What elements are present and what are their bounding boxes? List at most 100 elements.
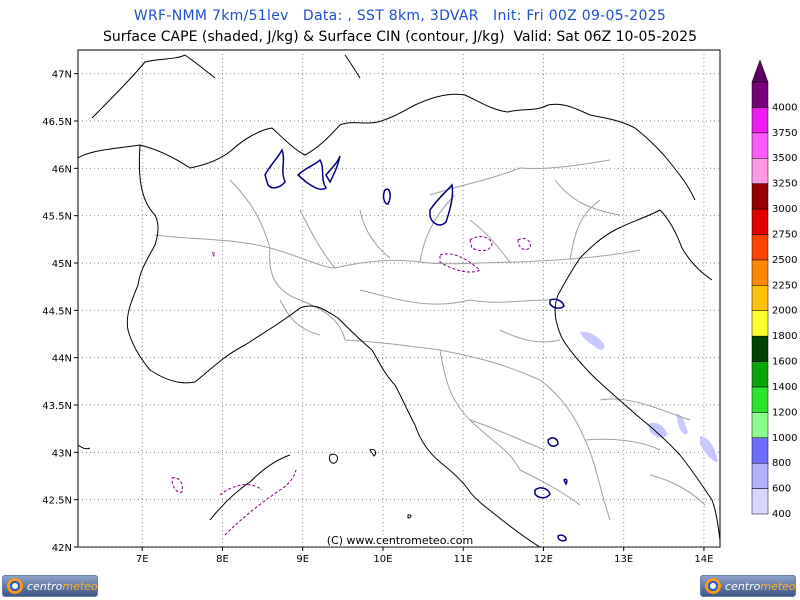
globe-icon	[705, 578, 721, 594]
cin-contour-corsica	[219, 484, 263, 496]
colorbar-swatch	[751, 81, 769, 108]
lake-comacchio	[549, 298, 565, 309]
cin-contours	[171, 236, 531, 536]
austria-border	[344, 54, 361, 79]
lat-label: 45N	[52, 259, 72, 270]
colorbar-swatch	[751, 412, 769, 439]
logo-text-right: centrometeo	[725, 579, 796, 593]
istria-coast	[659, 209, 713, 281]
colorbar-swatch	[751, 361, 769, 388]
border-france-north	[91, 54, 186, 119]
lake-vico	[563, 478, 568, 486]
colorbar-swatch	[751, 386, 769, 413]
colorbar-label: 2500	[772, 255, 797, 266]
lon-label: 11E	[454, 554, 473, 565]
coastlines-and-borders	[78, 54, 720, 547]
colorbar-swatch	[751, 310, 769, 337]
colorbar-label: 600	[772, 484, 791, 495]
centrometeo-logo-right[interactable]: centrometeo	[700, 575, 796, 597]
sea-border-west	[78, 444, 91, 450]
colorbar-label: 3500	[772, 153, 797, 164]
lon-label: 8E	[216, 554, 229, 565]
lake-iseo	[382, 188, 391, 205]
lake-bolsena	[534, 487, 551, 499]
island-elba	[329, 453, 339, 464]
colorbar-swatch	[751, 285, 769, 311]
colorbar-label: 800	[772, 458, 791, 469]
france-italy-border	[126, 144, 196, 384]
colorbar-arrow	[751, 59, 769, 83]
colorbar-swatch	[751, 437, 769, 464]
colorbar-label: 2250	[772, 280, 797, 291]
colorbar-label: 1000	[772, 433, 797, 444]
colorbar-label: 2750	[772, 229, 797, 240]
lat-label: 43N	[52, 448, 72, 459]
lon-label: 7E	[136, 554, 149, 565]
colorbar-swatch	[751, 208, 769, 235]
cin-contour-padova	[517, 237, 531, 251]
island-giglio	[407, 514, 412, 519]
colorbar-swatch	[751, 234, 769, 261]
regional-borders	[154, 159, 706, 521]
cape-patch-southeast	[700, 436, 718, 462]
lat-label: 46N	[52, 164, 72, 175]
adriatic-coast	[554, 209, 720, 541]
lakes	[264, 148, 568, 542]
corsica-coast	[209, 454, 291, 521]
colorbar-label: 1800	[772, 331, 797, 342]
lake-maggiore	[264, 148, 286, 189]
logo-text-left: centrometeo	[27, 579, 98, 593]
lat-label: 44.5N	[42, 306, 72, 317]
globe-icon	[7, 578, 23, 594]
alpine-border	[78, 93, 696, 201]
lon-label: 10E	[373, 554, 392, 565]
colorbar-label: 3250	[772, 179, 797, 190]
cape-patch-adriatic	[580, 331, 605, 350]
colorbar-label: 3750	[772, 128, 797, 139]
colorbar-label: 3000	[772, 204, 797, 215]
lon-label: 13E	[614, 554, 633, 565]
map-title-line2: Surface CAPE (shaded, J/kg) & Surface CI…	[102, 29, 697, 45]
colorbar-swatch	[751, 335, 769, 362]
colorbar-label: 4000	[772, 102, 797, 113]
cin-contour-sea	[171, 477, 183, 493]
cape-colorbar: 400 600 800 1000 1200 1400 1600 1800 2000 2250 250…	[751, 59, 797, 520]
tyrrhenian-coast	[394, 384, 541, 547]
cin-contour-corsica-2	[224, 469, 297, 536]
cin-contour-verona	[469, 236, 493, 252]
cape-shading	[580, 331, 718, 462]
colorbar-label: 1200	[772, 407, 797, 418]
copyright-text: (C) www.centrometeo.com	[327, 534, 473, 547]
lat-label: 42N	[52, 543, 72, 554]
lat-label: 46.5N	[42, 117, 72, 128]
colorbar-swatch	[751, 157, 769, 184]
colorbar-swatch	[751, 462, 769, 489]
lon-label: 14E	[694, 554, 713, 565]
map-title-line1: WRF-NMM 7km/51lev Data: , SST 8km, 3DVAR…	[133, 8, 667, 24]
colorbar-label: 1400	[772, 382, 797, 393]
colorbar-label: 2000	[772, 306, 797, 317]
colorbar-swatch	[751, 259, 769, 286]
island-small	[369, 449, 377, 457]
lon-label: 9E	[296, 554, 309, 565]
lon-label: 12E	[534, 554, 553, 565]
lat-label: 43.5N	[42, 401, 72, 412]
colorbar-swatch	[751, 183, 769, 210]
colorbar-swatch	[751, 107, 769, 134]
lat-label: 44N	[52, 354, 72, 365]
colorbar-swatch	[751, 132, 769, 159]
ligurian-coast	[194, 305, 396, 386]
lat-label: 42.5N	[42, 496, 72, 507]
colorbar-label: 1600	[772, 357, 797, 368]
cape-patch-coast	[676, 413, 688, 435]
swiss-border	[184, 54, 216, 79]
centrometeo-logo-left[interactable]: centrometeo	[2, 575, 98, 597]
graticule	[78, 50, 720, 547]
lake-garda	[429, 183, 454, 226]
colorbar-label: 400	[772, 509, 791, 520]
lake-trasimeno	[547, 437, 559, 447]
lake-como	[296, 158, 328, 191]
lat-label: 45.5N	[42, 212, 72, 223]
colorbar-swatch	[751, 488, 769, 515]
